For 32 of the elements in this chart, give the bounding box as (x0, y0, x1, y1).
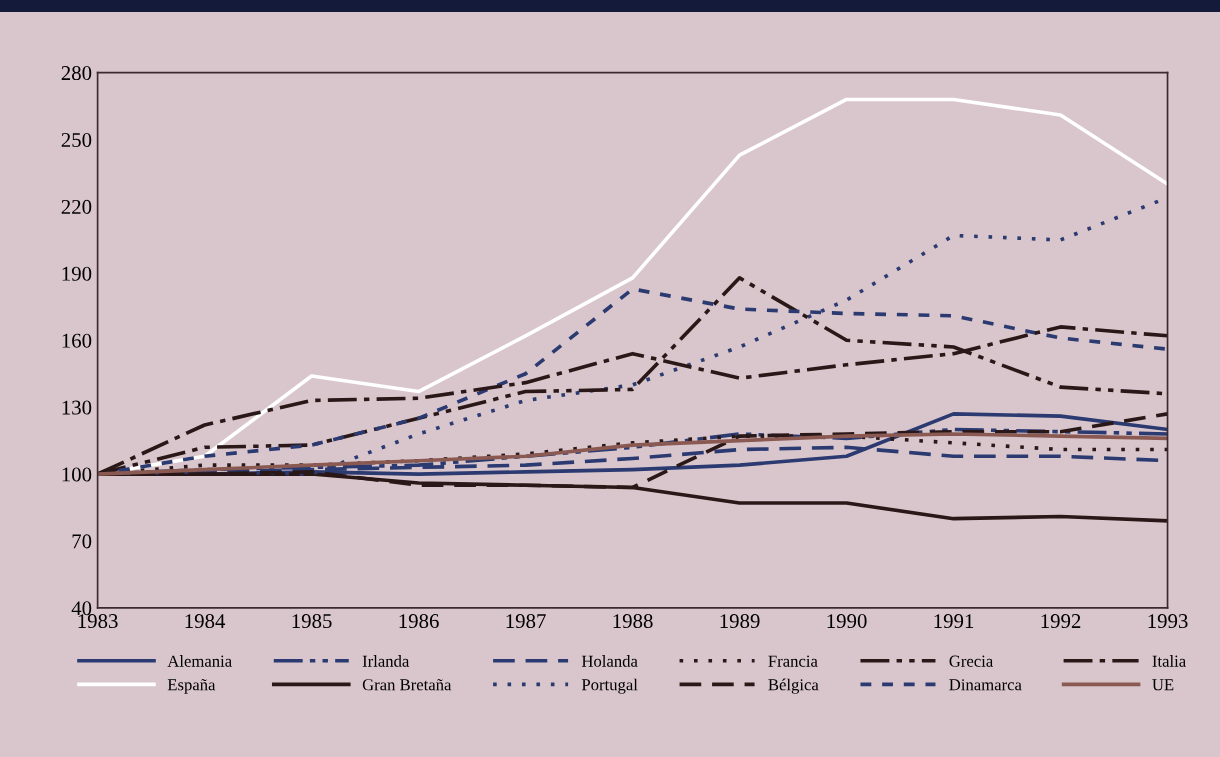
x-tick-label: 1993 (1148, 614, 1188, 629)
x-tick-label: 1985 (292, 614, 332, 629)
y-tick-label: 250 (61, 132, 92, 148)
legend-label: Francia (768, 655, 818, 667)
x-tick-label: 1983 (78, 614, 118, 629)
legend-label: Italia (1152, 655, 1186, 667)
legend-label: Dinamarca (949, 679, 1022, 691)
legend-label: Holanda (581, 655, 638, 667)
x-tick-label: 1984 (185, 614, 226, 629)
y-tick-label: 40 (71, 601, 92, 616)
y-tick-label: 280 (61, 66, 92, 81)
legend-label: UE (1152, 679, 1174, 691)
legend-label: Alemania (167, 655, 232, 667)
legend-label: Irlanda (362, 655, 410, 667)
y-tick-label: 70 (72, 534, 92, 549)
x-tick-label: 1988 (613, 614, 653, 629)
x-tick-label: 1989 (720, 614, 760, 629)
legend-label: Gran Bretaña (362, 678, 452, 691)
y-tick-label: 190 (62, 266, 92, 281)
x-tick-label: 1987 (506, 614, 546, 629)
x-tick-label: 1991 (934, 614, 974, 629)
x-tick-label: 1986 (399, 614, 439, 629)
legend-label: España (167, 678, 216, 694)
y-tick-label: 100 (62, 467, 92, 482)
legend-label: Bélgica (768, 678, 819, 694)
legend-label: Portugal (581, 678, 638, 694)
legend-label: Grecia (949, 655, 993, 667)
x-tick-label: 1990 (827, 614, 867, 629)
y-tick-label: 160 (62, 333, 92, 348)
y-tick-label: 220 (61, 199, 92, 214)
y-tick-label: 130 (62, 400, 92, 415)
x-tick-label: 1992 (1041, 614, 1081, 629)
